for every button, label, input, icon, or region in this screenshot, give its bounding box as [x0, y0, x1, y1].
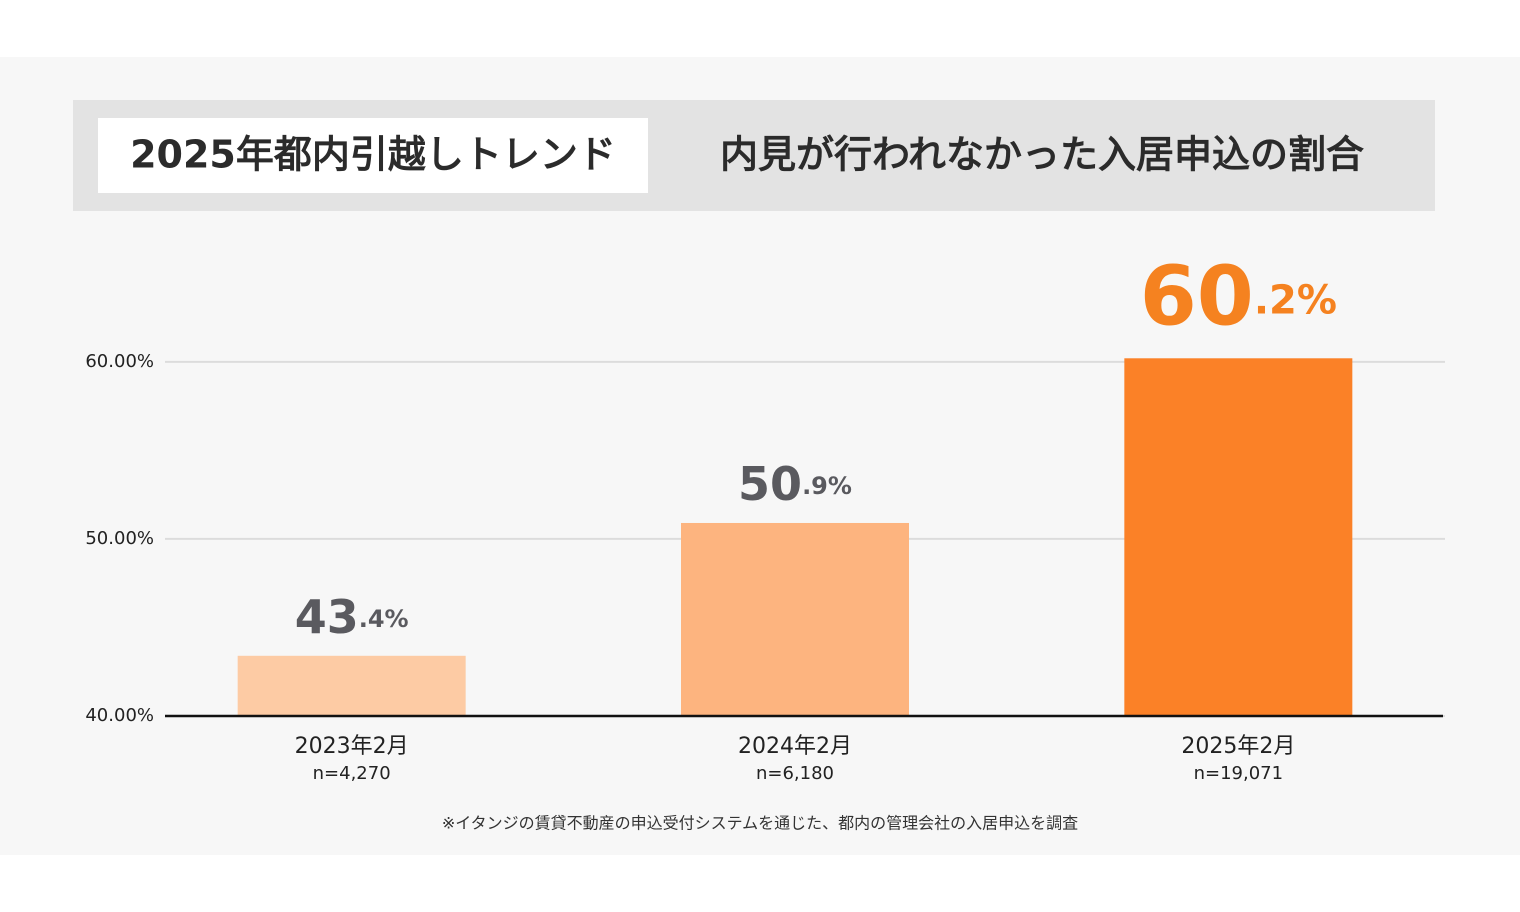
x-tick-label: 2025年2月 — [1181, 734, 1295, 759]
y-tick-label: 40.00% — [85, 705, 154, 726]
bar — [681, 522, 909, 716]
value-label: 50.9% — [738, 456, 852, 510]
y-tick-label: 50.00% — [85, 528, 154, 549]
title-tag: 2025年都内引越しトレンド — [130, 133, 616, 177]
bar — [237, 655, 466, 716]
bar — [1124, 358, 1353, 716]
footnote: ※イタンジの賃貸不動産の申込受付システムを通じた、都内の管理会社の入居申込を調査 — [442, 814, 1078, 833]
y-tick-label: 60.00% — [85, 351, 154, 372]
chart-title: 内見が行われなかった入居申込の割合 — [720, 133, 1364, 177]
sample-size: n=4,270 — [313, 763, 391, 784]
sample-size: n=19,071 — [1194, 763, 1283, 784]
value-label: 43.4% — [295, 589, 409, 643]
x-tick-label: 2024年2月 — [738, 734, 852, 759]
x-tick-label: 2023年2月 — [295, 734, 409, 759]
value-label: 60.2% — [1140, 250, 1337, 345]
title-tag-box — [98, 118, 648, 193]
sample-size: n=6,180 — [756, 763, 834, 784]
